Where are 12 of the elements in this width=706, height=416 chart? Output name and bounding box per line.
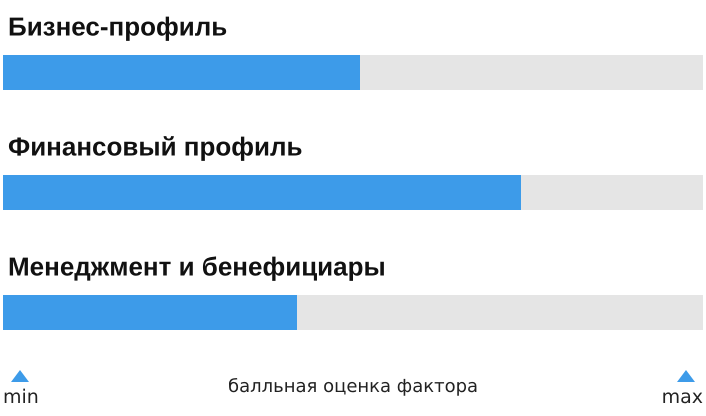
bar bbox=[360, 55, 703, 90]
bar bbox=[297, 295, 703, 330]
text: min bbox=[3, 386, 39, 408]
bar bbox=[3, 295, 297, 330]
text: max bbox=[662, 386, 703, 408]
bar bbox=[3, 55, 360, 90]
y-tick-label: Бизнес-профиль bbox=[8, 12, 228, 42]
y-tick-label: Финансовый профиль bbox=[8, 132, 302, 162]
bar bbox=[521, 175, 703, 210]
y-tick-label: Менеджмент и бенефициары bbox=[8, 252, 386, 282]
x-axis-title: балльная оценка фактора bbox=[228, 376, 478, 397]
bar bbox=[3, 175, 521, 210]
